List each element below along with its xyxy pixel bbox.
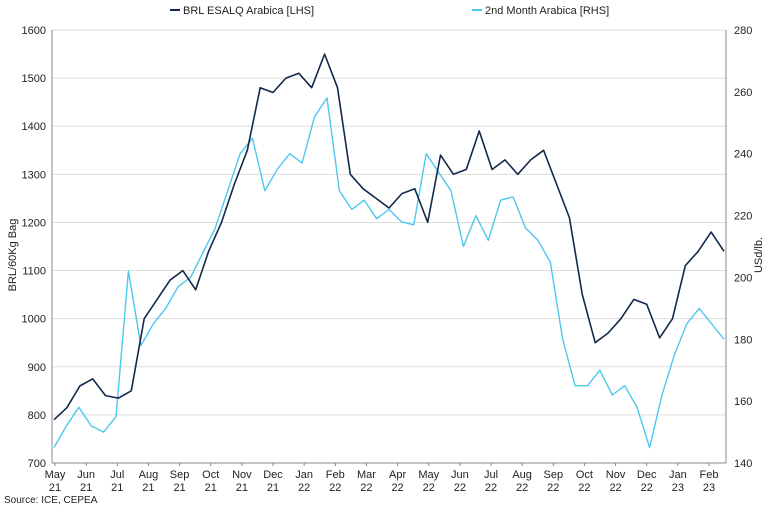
left-tick-label: 1500 xyxy=(22,73,46,85)
left-tick-label: 1600 xyxy=(22,25,46,37)
x-tick-month: Jul xyxy=(484,469,498,481)
x-tick-year: 22 xyxy=(360,482,372,494)
x-tick-month: Sep xyxy=(170,469,190,481)
x-tick-year: 21 xyxy=(236,482,248,494)
series-line-2nd-month-arabica xyxy=(53,97,725,449)
legend-label-brl-esalq: BRL ESALQ Arabica [LHS] xyxy=(183,5,314,17)
right-tick-label: 220 xyxy=(734,211,752,223)
right-tick-label: 200 xyxy=(734,272,752,284)
x-tick-month: Oct xyxy=(576,469,593,481)
x-tick-year: 21 xyxy=(80,482,92,494)
x-tick-month: Nov xyxy=(606,469,626,481)
x-tick-year: 22 xyxy=(423,482,435,494)
left-tick-label: 900 xyxy=(28,362,46,374)
legend-label-2nd-month: 2nd Month Arabica [RHS] xyxy=(485,5,609,17)
x-tick-year: 22 xyxy=(578,482,590,494)
right-tick-label: 160 xyxy=(734,396,752,408)
left-tick-label: 800 xyxy=(28,410,46,422)
x-tick-month: Oct xyxy=(202,469,219,481)
x-tick-year: 21 xyxy=(49,482,61,494)
x-tick-year: 23 xyxy=(703,482,715,494)
x-tick-year: 21 xyxy=(173,482,185,494)
x-tick-month: Jun xyxy=(451,469,469,481)
x-tick-month: Dec xyxy=(263,469,283,481)
series-lines xyxy=(53,53,725,449)
x-tick-month: Jan xyxy=(669,469,687,481)
series-line-brl-esalq-arabica xyxy=(53,53,725,421)
x-tick-month: Apr xyxy=(389,469,406,481)
right-tick-label: 280 xyxy=(734,25,752,37)
left-tick-label: 1400 xyxy=(22,121,46,133)
x-tick-month: Sep xyxy=(543,469,563,481)
x-tick-month: Feb xyxy=(326,469,345,481)
x-tick-month: Mar xyxy=(357,469,376,481)
x-tick-year: 22 xyxy=(485,482,497,494)
x-tick-month: Dec xyxy=(637,469,657,481)
left-tick-label: 1100 xyxy=(22,266,46,278)
x-tick-year: 22 xyxy=(391,482,403,494)
x-tick-month: Feb xyxy=(700,469,719,481)
grid-lines xyxy=(52,29,726,464)
right-tick-label: 140 xyxy=(734,458,752,470)
x-tick-year: 22 xyxy=(298,482,310,494)
right-tick-label: 260 xyxy=(734,87,752,99)
x-tick-month: Jan xyxy=(295,469,313,481)
x-tick-year: 21 xyxy=(111,482,123,494)
x-tick-year: 21 xyxy=(267,482,279,494)
x-tick-month: Aug xyxy=(512,469,532,481)
left-tick-label: 1000 xyxy=(22,314,46,326)
left-tick-label: 1200 xyxy=(22,217,46,229)
x-tick-month: Aug xyxy=(139,469,159,481)
legend: BRL ESALQ Arabica [LHS] 2nd Month Arabic… xyxy=(170,5,609,17)
left-tick-label: 1300 xyxy=(22,169,46,181)
x-tick-year: 22 xyxy=(516,482,528,494)
right-tick-label: 240 xyxy=(734,149,752,161)
right-axis-ticks: 140 160 180 200 220 240 260 280 xyxy=(734,25,752,470)
x-tick-year: 21 xyxy=(205,482,217,494)
x-tick-month: Jun xyxy=(77,469,95,481)
left-axis-ticks: 700 800 900 1000 1100 1200 1300 1400 1500 1600 xyxy=(22,25,46,470)
left-tick-label: 700 xyxy=(28,458,46,470)
x-tick-year: 22 xyxy=(609,482,621,494)
plot-frame xyxy=(51,30,727,464)
x-tick-year: 22 xyxy=(454,482,466,494)
x-tick-year: 21 xyxy=(142,482,154,494)
x-tick-year: 22 xyxy=(547,482,559,494)
x-tick-year: 23 xyxy=(672,482,684,494)
x-tick-month: May xyxy=(45,469,66,481)
x-tick-year: 22 xyxy=(329,482,341,494)
x-tick-month: Jul xyxy=(110,469,124,481)
x-tick-month: Nov xyxy=(232,469,252,481)
source-note: Source: ICE, CEPEA xyxy=(4,495,98,506)
x-tick-year: 22 xyxy=(641,482,653,494)
left-axis-title: BRL/60Kg Bag xyxy=(7,219,19,292)
x-tick-month: May xyxy=(418,469,439,481)
right-tick-label: 180 xyxy=(734,334,752,346)
x-axis-ticks: May21Jun21Jul21Aug21Sep21Oct21Nov21Dec21… xyxy=(45,463,719,494)
right-axis-title: USd/lb. xyxy=(753,237,765,273)
